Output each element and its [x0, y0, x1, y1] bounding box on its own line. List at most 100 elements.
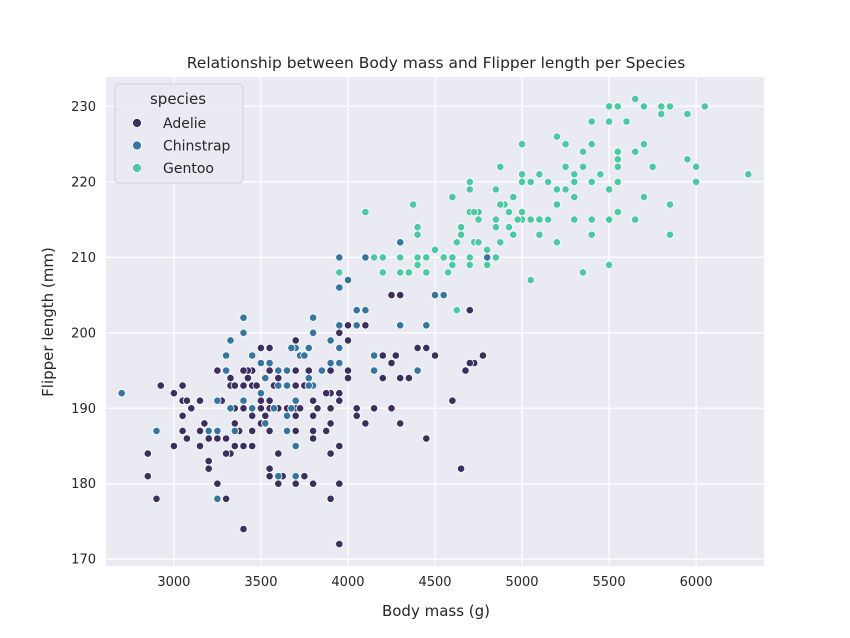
data-point	[578, 268, 588, 277]
y-tick-label: 200	[71, 326, 96, 341]
data-point	[265, 366, 274, 375]
data-point	[665, 230, 675, 239]
data-point	[343, 366, 353, 375]
data-point	[308, 411, 318, 420]
data-point	[517, 140, 527, 149]
data-point	[291, 366, 300, 375]
y-tick-labels: 170 180 190 200 210 220 230	[71, 100, 96, 568]
data-point	[230, 381, 239, 390]
data-point	[343, 373, 353, 383]
data-point	[369, 404, 379, 413]
data-point	[274, 381, 283, 390]
data-point	[448, 253, 457, 262]
data-point	[413, 366, 422, 375]
data-point	[308, 479, 318, 488]
data-point	[570, 192, 579, 202]
x-tick-label: 6000	[680, 575, 713, 590]
data-point	[631, 147, 640, 156]
data-point	[587, 177, 596, 186]
data-point	[509, 192, 518, 202]
data-point	[439, 290, 448, 300]
data-point	[535, 215, 544, 224]
data-point	[430, 290, 440, 300]
data-point	[274, 449, 283, 458]
data-point	[744, 170, 753, 179]
data-point	[361, 208, 370, 217]
data-point	[239, 441, 248, 451]
data-point	[326, 404, 335, 413]
data-point	[239, 396, 248, 405]
data-point	[387, 358, 396, 368]
data-point	[465, 253, 474, 262]
data-point	[322, 426, 331, 435]
data-point	[604, 260, 614, 269]
data-point	[587, 117, 596, 126]
data-point	[639, 192, 649, 202]
data-point	[361, 253, 370, 262]
data-point	[291, 336, 300, 345]
data-point	[178, 411, 187, 420]
data-point	[261, 419, 270, 428]
data-point	[391, 351, 400, 360]
x-tick-label: 5500	[593, 575, 626, 590]
legend-title: species	[150, 90, 206, 108]
data-point	[204, 434, 213, 443]
data-point	[552, 185, 562, 194]
data-point	[578, 162, 588, 171]
data-point	[683, 109, 692, 119]
data-point	[378, 268, 387, 277]
data-point	[509, 230, 518, 239]
data-point	[413, 230, 422, 239]
y-tick-label: 210	[71, 251, 96, 266]
data-point	[300, 472, 309, 481]
data-point	[378, 253, 387, 262]
data-point	[691, 162, 701, 171]
data-point	[335, 321, 344, 330]
data-point	[304, 366, 313, 375]
data-point	[195, 426, 205, 435]
data-point	[396, 321, 405, 330]
data-point	[496, 200, 505, 209]
data-point	[282, 366, 292, 375]
data-point	[335, 539, 344, 549]
data-point	[256, 358, 265, 368]
data-point	[182, 396, 191, 405]
data-point	[561, 140, 570, 149]
series-gentoo	[335, 94, 753, 315]
data-point	[256, 389, 265, 398]
data-point	[213, 479, 222, 488]
data-point	[335, 389, 344, 398]
legend-entry: Gentoo	[163, 161, 214, 177]
y-tick-label: 230	[71, 100, 96, 115]
data-point	[265, 396, 274, 405]
data-point	[552, 132, 562, 141]
legend-marker	[132, 163, 142, 173]
data-point	[352, 411, 361, 420]
data-point	[369, 366, 379, 375]
data-point	[465, 306, 474, 315]
data-point	[239, 313, 248, 322]
data-point	[322, 389, 331, 398]
data-point	[361, 321, 370, 330]
data-point	[265, 358, 274, 368]
data-point	[326, 358, 335, 368]
data-point	[248, 351, 257, 360]
data-point	[287, 404, 296, 413]
data-point	[430, 245, 440, 254]
data-point	[200, 419, 209, 428]
data-point	[226, 336, 235, 345]
data-point	[213, 494, 222, 503]
data-point	[248, 404, 257, 413]
data-point	[439, 253, 448, 262]
chart-title: Relationship between Body mass and Flipp…	[187, 54, 686, 72]
data-point	[326, 336, 335, 345]
data-point	[683, 155, 692, 164]
data-point	[613, 155, 622, 164]
data-point	[570, 215, 579, 224]
data-point	[422, 268, 431, 277]
data-point	[422, 321, 431, 330]
data-point	[256, 404, 265, 413]
data-point	[239, 366, 248, 375]
data-point	[265, 472, 274, 481]
legend-entry: Chinstrap	[163, 139, 231, 155]
